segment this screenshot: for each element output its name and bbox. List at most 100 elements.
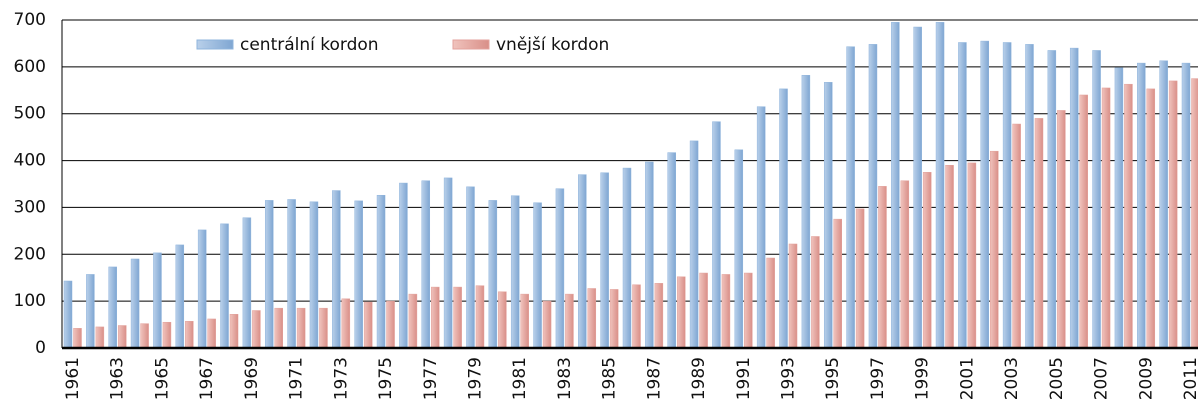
bar: [296, 307, 306, 349]
bar: [153, 252, 162, 349]
x-tick-label: 2007: [1092, 357, 1112, 400]
bar: [565, 293, 574, 349]
x-tick-label: 1977: [421, 357, 441, 400]
bar: [95, 326, 105, 349]
bar: [1057, 110, 1066, 349]
bar: [855, 208, 865, 349]
bar: [533, 202, 542, 349]
bar: [1012, 123, 1021, 349]
x-tick-label: 1981: [510, 357, 530, 400]
bar: [197, 229, 207, 349]
bar: [766, 257, 775, 349]
bar: [1025, 44, 1034, 349]
bar: [1168, 80, 1178, 349]
bar: [488, 200, 498, 349]
bar: [676, 276, 686, 349]
bar: [689, 140, 699, 349]
x-tick-label: 1989: [689, 357, 709, 400]
y-tick-label: 700: [14, 10, 46, 30]
y-tick-label: 500: [14, 104, 46, 124]
bar: [578, 174, 587, 349]
y-tick-label: 100: [14, 291, 46, 311]
bar: [878, 186, 887, 349]
bar: [386, 300, 395, 349]
bar: [935, 22, 945, 349]
y-tick-label: 0: [35, 338, 46, 358]
x-tick-label: 2005: [1047, 357, 1067, 400]
legend-swatch: [196, 39, 234, 50]
bar: [63, 280, 73, 349]
x-tick-label: 1995: [823, 357, 843, 400]
bar: [1191, 78, 1198, 349]
bar: [466, 186, 475, 349]
bar: [498, 291, 507, 349]
bar: [242, 217, 252, 349]
bar: [712, 121, 721, 349]
x-tick-label: 1961: [63, 357, 83, 400]
bar: [252, 310, 261, 349]
legend-swatch: [452, 39, 490, 50]
x-tick-label: 1973: [331, 357, 351, 400]
bar: [130, 258, 140, 349]
bar: [945, 165, 954, 349]
bar: [117, 325, 127, 349]
bar: [667, 152, 676, 349]
bar: [1114, 67, 1124, 349]
bar: [744, 272, 753, 349]
x-tick-label: 1963: [108, 357, 128, 400]
bar: [431, 286, 440, 349]
bar: [274, 307, 283, 349]
bar: [354, 200, 363, 349]
bar: [868, 44, 878, 349]
bar: [287, 199, 296, 349]
bar: [734, 149, 744, 349]
bar: [162, 321, 172, 349]
bar: [363, 301, 373, 349]
x-tick-label: 1979: [465, 357, 485, 400]
x-tick-label: 1999: [913, 357, 933, 400]
x-tick-label: 2011: [1181, 357, 1198, 400]
x-tick-label: 1969: [242, 357, 262, 400]
y-tick-label: 300: [14, 197, 46, 217]
bar: [453, 286, 462, 349]
y-tick-label: 600: [14, 57, 46, 77]
x-tick-label: 1983: [555, 357, 575, 400]
x-tick-label: 1993: [779, 357, 799, 400]
bar: [846, 46, 855, 349]
bar: [520, 293, 529, 349]
bar: [900, 180, 910, 349]
x-tick-label: 1997: [868, 357, 888, 400]
bar: [332, 190, 341, 349]
bar: [220, 223, 229, 349]
bar: [721, 274, 731, 349]
bar: [408, 293, 418, 349]
bar: [654, 283, 664, 349]
bar: [1159, 60, 1168, 349]
bar: [833, 218, 842, 349]
x-tick-label: 1991: [734, 357, 754, 400]
bar: [1181, 62, 1191, 349]
bar: [600, 172, 609, 349]
bar: [73, 328, 82, 349]
bar: [788, 243, 798, 349]
bar: [1092, 50, 1101, 349]
x-tick-label: 1985: [600, 357, 620, 400]
x-tick-label: 2009: [1136, 357, 1156, 400]
x-tick-label: 2003: [1002, 357, 1022, 400]
bar: [376, 194, 386, 349]
bar: [632, 284, 641, 349]
bar: [967, 162, 977, 349]
bar: [1124, 83, 1133, 349]
bar: [1101, 87, 1111, 349]
x-tick-label: 2001: [957, 357, 977, 400]
bar: [140, 323, 149, 349]
x-tick-label: 1971: [287, 357, 307, 400]
bar: [399, 182, 408, 349]
bar: [587, 288, 597, 349]
bar: [958, 42, 967, 349]
bar: [341, 298, 351, 349]
bar: [319, 307, 328, 349]
bar: [913, 26, 922, 349]
bar: [421, 180, 431, 349]
